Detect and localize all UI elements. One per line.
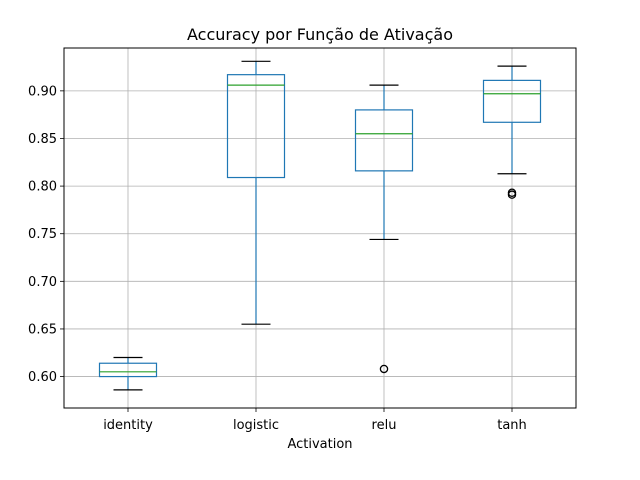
- outlier-point: [507, 188, 517, 198]
- chart-title: Accuracy por Função de Ativação: [187, 25, 453, 44]
- outlier-point: [379, 364, 389, 374]
- box-tanh: [482, 79, 542, 123]
- box-identity: [98, 362, 158, 378]
- y-tick-label: 0.80: [28, 180, 57, 195]
- x-tick-label: relu: [372, 418, 397, 433]
- y-tick-label: 0.65: [28, 322, 57, 337]
- y-tick-label: 0.85: [28, 132, 57, 147]
- box-group: [98, 60, 542, 391]
- x-tick-label: identity: [103, 418, 153, 433]
- box-relu: [354, 109, 414, 172]
- x-axis: identity logistic relu tanh: [103, 408, 527, 433]
- y-tick-label: 0.70: [28, 275, 57, 290]
- y-tick-label: 0.75: [28, 227, 57, 242]
- y-tick-label: 0.60: [28, 370, 57, 385]
- x-tick-label: logistic: [233, 418, 279, 433]
- x-axis-label: Activation: [287, 437, 352, 452]
- box-logistic: [226, 74, 286, 179]
- y-axis: 0.60 0.65 0.70 0.75 0.80 0.85 0.90: [28, 84, 64, 385]
- plot-frame: [63, 47, 577, 409]
- y-tick-label: 0.90: [28, 84, 57, 99]
- x-tick-label: tanh: [497, 418, 527, 433]
